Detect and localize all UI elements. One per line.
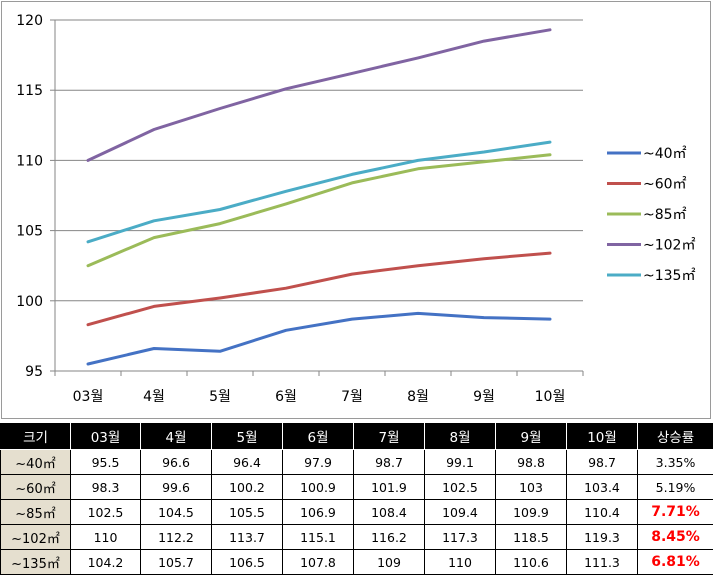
x-tick-label: 8월 (407, 389, 429, 405)
table-cell: 105.5 (212, 500, 283, 525)
x-tick-label: 5월 (209, 389, 231, 405)
table-cell: 109.4 (425, 500, 496, 525)
table-cell: 100.2 (212, 475, 283, 500)
growth-rate-cell: 6.81% (638, 550, 713, 575)
legend-label: ~60㎡ (643, 177, 687, 193)
line-chart: 95 100 105 110 115 120 03월 4월 5월 6월 7월 8월 9월 10월 ~40㎡ ~… (0, 0, 713, 420)
table-cell: 99.1 (425, 450, 496, 475)
y-tick-label: 115 (16, 83, 43, 99)
table-cell: 119.3 (567, 525, 638, 550)
table-header-cell: 7월 (354, 423, 425, 450)
table-header-cell: 9월 (496, 423, 567, 450)
table-header-cell: 03월 (71, 423, 141, 450)
series-line (88, 30, 550, 161)
table-cell: 98.7 (354, 450, 425, 475)
table-cell: 103 (496, 475, 567, 500)
table-cell: 105.7 (141, 550, 212, 575)
table-cell: 98.7 (567, 450, 638, 475)
table-cell: 107.8 (283, 550, 354, 575)
row-label-cell: ~135㎡ (1, 550, 71, 575)
table-cell: 104.5 (141, 500, 212, 525)
table-cell: 115.1 (283, 525, 354, 550)
table-cell: 110 (425, 550, 496, 575)
table-cell: 111.3 (567, 550, 638, 575)
table-header-cell: 5월 (212, 423, 283, 450)
growth-rate-cell: 8.45% (638, 525, 713, 550)
table-cell: 99.6 (141, 475, 212, 500)
growth-rate-cell: 7.71% (638, 500, 713, 525)
series-line (88, 253, 550, 325)
table-cell: 95.5 (71, 450, 141, 475)
x-tick-label: 03월 (73, 389, 104, 405)
table-cell: 101.9 (354, 475, 425, 500)
series-line (88, 155, 550, 266)
x-tick-label: 7월 (341, 389, 363, 405)
table-cell: 112.2 (141, 525, 212, 550)
table-cell: 100.9 (283, 475, 354, 500)
y-tick-label: 105 (16, 224, 43, 240)
x-tick-label: 4월 (143, 389, 165, 405)
y-tick-label: 120 (16, 13, 43, 29)
table-cell: 98.8 (496, 450, 567, 475)
table-cell: 109.9 (496, 500, 567, 525)
table-cell: 96.6 (141, 450, 212, 475)
table-header-cell: 6월 (283, 423, 354, 450)
table-cell: 108.4 (354, 500, 425, 525)
legend-label: ~135㎡ (643, 268, 695, 284)
table-cell: 110 (71, 525, 141, 550)
x-tick-label: 10월 (535, 389, 566, 405)
y-tick-label: 110 (16, 153, 43, 169)
y-tick-label: 100 (16, 294, 43, 310)
legend-label: ~40㎡ (643, 146, 687, 162)
table-cell: 117.3 (425, 525, 496, 550)
table-cell: 106.9 (283, 500, 354, 525)
legend-label: ~85㎡ (643, 207, 687, 223)
table-header-cell: 상승률 (638, 423, 713, 450)
table-cell: 110.6 (496, 550, 567, 575)
table-header-cell: 4월 (141, 423, 212, 450)
table-cell: 116.2 (354, 525, 425, 550)
row-label-cell: ~40㎡ (1, 450, 71, 475)
table-cell: 118.5 (496, 525, 567, 550)
table-header-cell: 크기 (1, 423, 71, 450)
series-line (88, 313, 550, 364)
table-cell: 109 (354, 550, 425, 575)
table-cell: 96.4 (212, 450, 283, 475)
row-label-cell: ~102㎡ (1, 525, 71, 550)
table-cell: 102.5 (71, 500, 141, 525)
table-header-cell: 8월 (425, 423, 496, 450)
table-cell: 98.3 (71, 475, 141, 500)
chart-canvas: 95 100 105 110 115 120 03월 4월 5월 6월 7월 8월 9월 10월 ~40㎡ ~… (0, 0, 713, 420)
table-cell: 113.7 (212, 525, 283, 550)
growth-rate-cell: 3.35% (638, 450, 713, 475)
y-tick-label: 95 (25, 364, 43, 380)
growth-rate-cell: 5.19% (638, 475, 713, 500)
x-tick-label: 9월 (473, 389, 495, 405)
table-cell: 104.2 (71, 550, 141, 575)
row-label-cell: ~60㎡ (1, 475, 71, 500)
table-cell: 102.5 (425, 475, 496, 500)
table-cell: 106.5 (212, 550, 283, 575)
table-cell: 103.4 (567, 475, 638, 500)
table-header-cell: 10월 (567, 423, 638, 450)
table-cell: 97.9 (283, 450, 354, 475)
x-tick-label: 6월 (275, 389, 297, 405)
row-label-cell: ~85㎡ (1, 500, 71, 525)
legend-label: ~102㎡ (643, 238, 695, 254)
table-cell: 110.4 (567, 500, 638, 525)
